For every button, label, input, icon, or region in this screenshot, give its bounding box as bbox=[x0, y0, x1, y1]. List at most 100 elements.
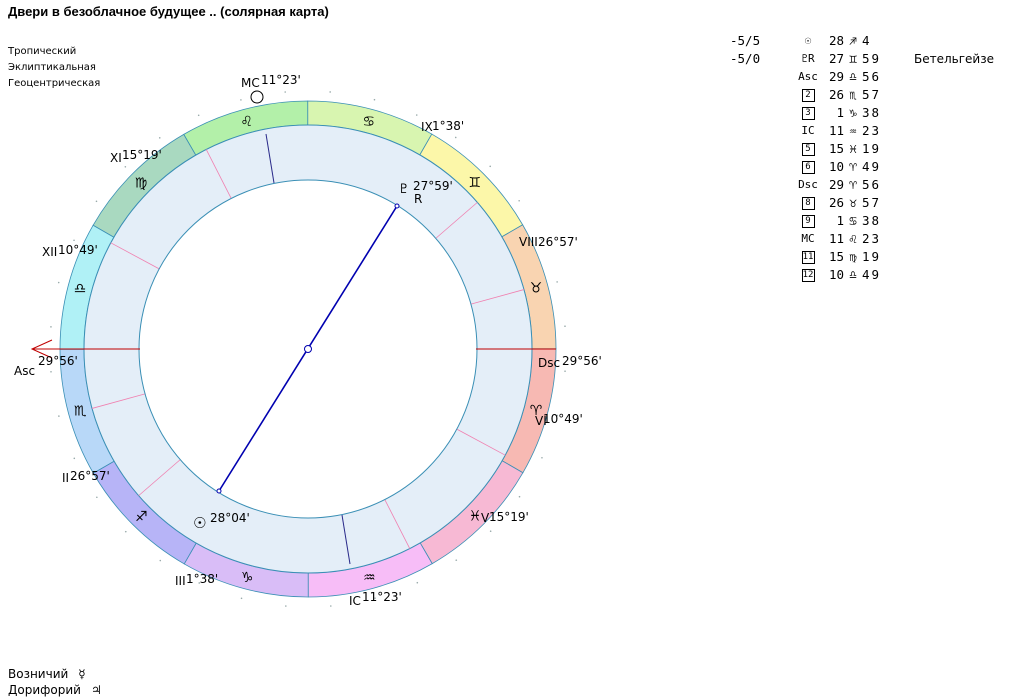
house-2-degree: 26°57' bbox=[70, 469, 110, 483]
minute-value: 19 bbox=[862, 141, 882, 156]
fixed-star bbox=[884, 104, 994, 122]
position-row-house-8: 8 26 ♉ 57 bbox=[730, 194, 994, 212]
house-9-label: IX bbox=[421, 120, 433, 134]
jupiter-icon: ♃ bbox=[90, 683, 102, 697]
fixed-star bbox=[884, 230, 994, 248]
aspect-value bbox=[730, 140, 794, 158]
degree-tick bbox=[50, 371, 52, 373]
house-cusp-line bbox=[91, 393, 146, 409]
role-label: Дорифорий bbox=[8, 683, 81, 697]
degree-tick bbox=[198, 582, 201, 584]
dsc-icon: Dsc bbox=[798, 178, 818, 191]
house-11-icon: 11 bbox=[801, 250, 815, 264]
degree-tick bbox=[455, 559, 458, 561]
degree-tick bbox=[556, 281, 558, 283]
virgo-icon: ♍ bbox=[135, 175, 148, 191]
degree-tick bbox=[416, 581, 419, 584]
minute-value: 23 bbox=[862, 123, 882, 138]
asc-icon: Asc bbox=[798, 70, 818, 83]
degree-tick bbox=[556, 414, 559, 417]
coordinate-system: Эклиптикальная bbox=[8, 62, 96, 73]
minute-value: 38 bbox=[862, 105, 882, 120]
aspect-value bbox=[730, 248, 794, 266]
minute-value: 38 bbox=[862, 213, 882, 228]
asc-degree: 29°56' bbox=[38, 354, 78, 368]
fixed-star bbox=[884, 158, 994, 176]
sign-icon: ♓ bbox=[849, 141, 857, 156]
fixed-star bbox=[884, 122, 994, 140]
role-charioteer: Возничий ☿ bbox=[8, 666, 102, 682]
capricorn-icon: ♑ bbox=[241, 570, 254, 586]
ic-label: IC bbox=[349, 594, 361, 608]
chart-title: Двери в безоблачное будущее .. (солярная… bbox=[8, 4, 329, 19]
degree-tick bbox=[95, 200, 98, 203]
fixed-star bbox=[884, 212, 994, 230]
sign-icon: ♌ bbox=[849, 231, 857, 246]
aspect-value: -5/5 bbox=[730, 33, 761, 48]
sun-point bbox=[216, 488, 222, 494]
position-row-house-11: 11 15 ♍ 19 bbox=[730, 248, 994, 266]
fixed-star bbox=[884, 248, 994, 266]
degree-tick bbox=[240, 99, 242, 101]
pluto-retrograde: R bbox=[414, 192, 422, 206]
sign-icon: ♐ bbox=[849, 33, 857, 48]
scorpio-icon: ♏ bbox=[74, 403, 87, 419]
degree-tick bbox=[158, 137, 161, 139]
mercury-icon: ☿ bbox=[78, 667, 86, 681]
sign-icon: ♍ bbox=[849, 249, 857, 264]
house-lines bbox=[91, 149, 525, 549]
degree-value: 10 bbox=[828, 267, 844, 282]
degree-tick bbox=[124, 530, 127, 533]
sign-icon: ♏ bbox=[849, 87, 857, 102]
house-cusp-line bbox=[110, 242, 160, 270]
position-row-house-6: 6 10 ♈ 49 bbox=[730, 158, 994, 176]
degree-value: 28 bbox=[828, 33, 844, 48]
mc-line bbox=[265, 133, 275, 184]
minute-value: 57 bbox=[862, 87, 882, 102]
aspect-value: -5/0 bbox=[730, 51, 761, 66]
mc-icon: MC bbox=[801, 232, 815, 245]
aspect-value bbox=[730, 194, 794, 212]
pisces-icon: ♓ bbox=[469, 509, 482, 525]
position-row-house-12: 12 10 ♎ 49 bbox=[730, 266, 994, 284]
wheel-center bbox=[304, 345, 312, 353]
house-5-label: V bbox=[481, 511, 490, 525]
mc-degree: 11°23' bbox=[261, 73, 301, 87]
degree-tick bbox=[284, 91, 286, 93]
sun-icon: ☉ bbox=[193, 514, 206, 532]
degree-value: 29 bbox=[828, 177, 844, 192]
house-8-icon: 8 bbox=[801, 196, 815, 210]
degree-value: 10 bbox=[828, 159, 844, 174]
house-2-label: II bbox=[62, 471, 69, 485]
aspect-value bbox=[730, 68, 794, 86]
degree-tick bbox=[540, 238, 543, 241]
aspect-value bbox=[730, 158, 794, 176]
house-cusp-line bbox=[384, 499, 411, 549]
ic-icon: IC bbox=[801, 124, 815, 137]
position-row-pluto: -5/0 ♇R 27 ♊ 59 Бетельгейзе bbox=[730, 50, 994, 68]
sign-icon: ♊ bbox=[849, 51, 857, 66]
degree-value: 29 bbox=[828, 69, 844, 84]
house-12-label: XII bbox=[42, 245, 57, 259]
dsc-degree: 29°56' bbox=[562, 354, 602, 368]
degree-value: 26 bbox=[828, 87, 844, 102]
planet-roles: Возничий ☿ Дорифорий ♃ bbox=[8, 666, 102, 698]
degree-tick bbox=[73, 457, 76, 460]
fixed-star bbox=[884, 86, 994, 104]
degree-tick bbox=[518, 199, 520, 202]
fixed-star bbox=[884, 266, 994, 284]
mc-label: MC bbox=[241, 76, 260, 90]
house-11-degree: 15°19' bbox=[122, 148, 162, 162]
degree-value: 1 bbox=[836, 105, 844, 120]
minute-value: 49 bbox=[862, 267, 882, 282]
degree-value: 26 bbox=[828, 195, 844, 210]
degree-tick bbox=[50, 326, 52, 328]
degree-value: 15 bbox=[828, 249, 844, 264]
house-9-icon: 9 bbox=[801, 214, 815, 228]
degree-tick bbox=[415, 114, 418, 116]
minute-value: 56 bbox=[862, 69, 882, 84]
minute-value: 57 bbox=[862, 195, 882, 210]
degree-tick bbox=[96, 496, 98, 499]
degree-value: 11 bbox=[828, 231, 844, 246]
